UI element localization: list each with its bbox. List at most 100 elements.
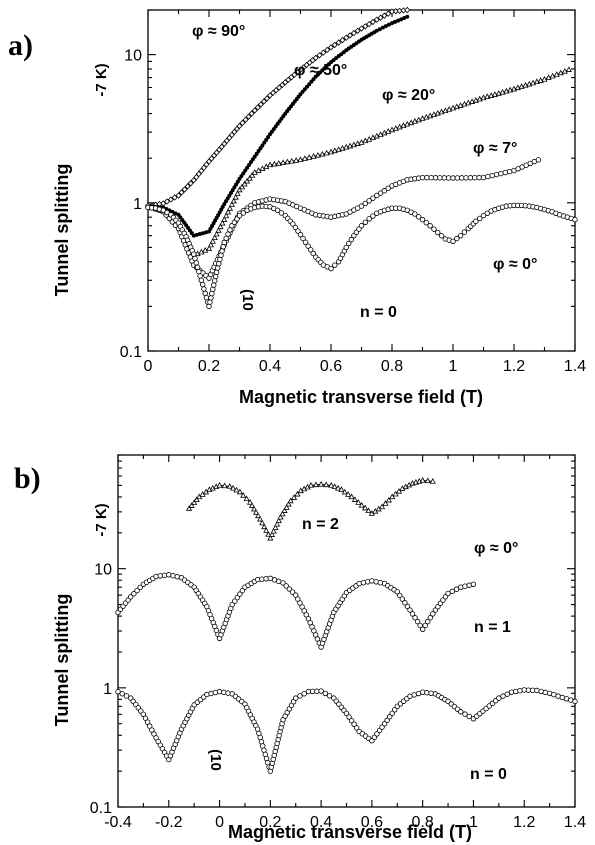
data-point	[230, 197, 237, 204]
data-point	[251, 505, 258, 512]
data-point	[454, 175, 461, 181]
data-point	[203, 161, 210, 168]
data-point	[428, 174, 434, 181]
series-1	[146, 14, 410, 238]
data-point	[208, 690, 214, 697]
data-point	[374, 28, 379, 33]
data-point	[545, 74, 552, 81]
data-point	[366, 216, 372, 222]
data-point	[389, 493, 396, 500]
x-tick-label: -0.2	[155, 814, 183, 831]
data-point	[373, 16, 380, 23]
data-point	[424, 174, 430, 181]
data-point	[192, 255, 198, 262]
data-point	[374, 192, 380, 199]
data-point	[345, 491, 352, 497]
data-point	[212, 689, 219, 696]
data-point	[210, 286, 216, 293]
x-tick-label: 0.4	[259, 358, 281, 375]
x-tick-label: 0	[215, 814, 224, 831]
data-point	[370, 195, 376, 201]
data-point	[240, 210, 247, 216]
data-point	[362, 137, 369, 144]
data-point	[297, 156, 304, 163]
data-point	[341, 488, 348, 495]
data-point	[193, 173, 200, 181]
data-point	[204, 691, 210, 698]
data-point	[211, 234, 218, 241]
data-point	[234, 190, 241, 196]
data-point	[279, 510, 286, 517]
data-point	[542, 689, 549, 696]
data-point	[305, 84, 310, 89]
data-point	[219, 219, 226, 226]
data-point	[198, 248, 205, 255]
data-point	[462, 711, 468, 717]
data-point	[274, 520, 281, 527]
x-tick-label: 1.2	[503, 358, 525, 375]
data-point	[355, 499, 362, 505]
data-point	[331, 41, 338, 49]
data-point	[228, 201, 235, 208]
data-point	[212, 273, 219, 280]
data-point	[275, 517, 282, 523]
data-point	[381, 188, 388, 194]
data-point	[385, 185, 391, 192]
data-point	[281, 507, 288, 513]
data-point	[373, 132, 380, 139]
data-point	[472, 174, 478, 181]
data-point	[348, 236, 355, 243]
data-point	[467, 175, 474, 181]
data-point	[225, 690, 231, 696]
data-point	[236, 186, 243, 193]
x-tick-label: 1	[469, 814, 478, 831]
data-point	[351, 721, 357, 727]
data-point	[395, 487, 403, 494]
data-point	[366, 20, 373, 28]
data-point	[328, 265, 334, 272]
data-point	[175, 192, 182, 199]
data-point	[254, 104, 261, 111]
data-point	[346, 714, 352, 720]
data-point	[300, 89, 305, 94]
data-point	[254, 151, 259, 156]
series-1	[115, 572, 477, 650]
data-point	[294, 490, 301, 497]
data-point	[266, 135, 271, 140]
series-0	[145, 6, 411, 210]
data-point	[164, 209, 170, 216]
data-point	[245, 113, 252, 120]
data-point	[356, 580, 362, 587]
x-tick-label: 0.6	[361, 814, 383, 831]
data-point	[238, 183, 246, 190]
data-point	[202, 247, 209, 253]
data-point	[241, 171, 246, 176]
data-point	[484, 210, 491, 217]
data-point	[252, 154, 257, 159]
data-point	[463, 175, 469, 181]
data-point	[273, 87, 280, 94]
data-point	[256, 149, 261, 154]
data-point	[229, 190, 234, 195]
data-point	[280, 580, 286, 586]
data-point	[225, 196, 230, 201]
data-point	[513, 688, 519, 695]
data-point	[248, 160, 253, 165]
data-point	[435, 229, 441, 236]
data-point	[176, 212, 181, 217]
data-point	[417, 622, 423, 629]
data-point	[310, 153, 317, 159]
data-point	[193, 496, 200, 503]
data-point	[290, 494, 298, 500]
data-point	[223, 199, 228, 204]
data-point	[226, 205, 234, 211]
data-point	[279, 81, 286, 89]
panel-b-label-n1: n = 1	[474, 619, 511, 636]
data-point	[328, 60, 333, 65]
data-point	[282, 79, 289, 86]
data-point	[187, 180, 194, 187]
data-point	[476, 215, 483, 222]
data-point	[381, 129, 388, 136]
data-point	[334, 56, 339, 61]
data-point	[178, 189, 185, 196]
